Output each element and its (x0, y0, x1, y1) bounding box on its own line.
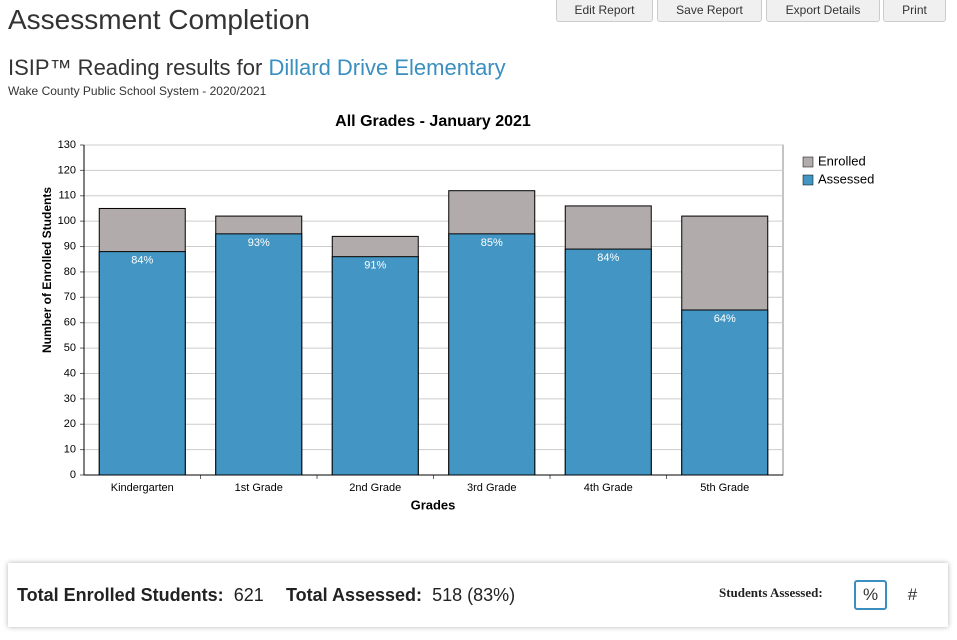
bar (331, 256, 419, 476)
y-tick-label: 100 (58, 215, 76, 227)
percent-label: 85% (481, 237, 503, 249)
y-tick-label: 120 (58, 164, 76, 176)
percent-toggle[interactable]: % (854, 580, 887, 610)
legend-label: Assessed (818, 171, 874, 186)
bar (564, 248, 652, 476)
y-tick-label: 90 (64, 240, 76, 252)
y-tick-label: 40 (64, 367, 76, 379)
percent-label: 84% (131, 255, 153, 267)
y-tick-label: 60 (64, 317, 76, 329)
assessed-value: 518 (83%) (432, 585, 516, 605)
school-link[interactable]: Dillard Drive Elementary (268, 55, 506, 80)
x-axis-title: Grades (411, 497, 456, 512)
print-button[interactable]: Print (883, 0, 946, 22)
y-tick-label: 110 (58, 190, 76, 202)
percent-label: 84% (597, 252, 619, 264)
y-tick-label: 10 (64, 444, 76, 456)
percent-label: 91% (364, 260, 386, 272)
enrolled-label: Total Enrolled Students: (17, 585, 224, 605)
assessed-summary: Total Assessed: 518 (83%) (286, 585, 515, 606)
y-tick-label: 80 (64, 266, 76, 278)
bar (215, 233, 303, 476)
summary-panel: Total Enrolled Students: 621 Total Asses… (8, 563, 948, 627)
x-tick-label: 3rd Grade (467, 482, 517, 494)
percent-label: 93% (248, 237, 270, 249)
legend-label: Enrolled (818, 153, 866, 168)
legend-swatch (802, 156, 814, 168)
y-tick-label: 30 (64, 393, 76, 405)
x-tick-label: 5th Grade (700, 482, 749, 494)
subtitle-text: ISIP™ Reading results for (8, 55, 269, 80)
export-details-button[interactable]: Export Details (766, 0, 880, 22)
bar (448, 233, 536, 476)
y-axis-title: Number of Enrolled Students (40, 187, 54, 353)
chart: All Grades - January 2021 Grades Number … (40, 113, 874, 512)
chart-title: All Grades - January 2021 (335, 113, 531, 130)
save-report-button[interactable]: Save Report (657, 0, 762, 22)
edit-report-button[interactable]: Edit Report (556, 0, 653, 22)
page-title: Assessment Completion (8, 4, 310, 35)
enrolled-summary: Total Enrolled Students: 621 (17, 585, 264, 606)
count-toggle[interactable]: # (907, 585, 918, 604)
y-tick-label: 20 (64, 418, 76, 430)
plot-area (83, 144, 784, 476)
enrolled-value: 621 (233, 585, 264, 605)
x-tick-label: 2nd Grade (349, 482, 401, 494)
x-tick-label: Kindergarten (111, 482, 174, 494)
y-tick-label: 0 (70, 469, 76, 481)
district: Wake County Public School System - 2020/… (8, 84, 267, 98)
assessed-label: Total Assessed: (286, 585, 423, 605)
x-tick-label: 1st Grade (235, 482, 283, 494)
y-tick-label: 70 (64, 291, 76, 303)
percent-label: 64% (714, 313, 736, 325)
x-tick-label: 4th Grade (584, 482, 633, 494)
y-tick-label: 130 (58, 139, 76, 151)
toggle-label: Students Assessed: (719, 585, 823, 600)
bar (98, 251, 186, 476)
legend-swatch (802, 174, 814, 186)
y-tick-label: 50 (64, 342, 76, 354)
subtitle: ISIP™ Reading results for Dillard Drive … (8, 55, 506, 81)
bar (681, 309, 769, 476)
